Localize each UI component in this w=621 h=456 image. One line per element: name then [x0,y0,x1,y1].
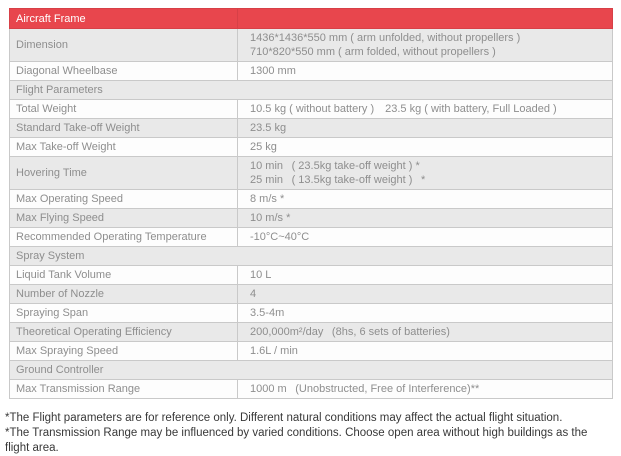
spec-value: 10 L [237,265,613,285]
spec-value: -10°C~40°C [237,227,613,247]
spec-label: Number of Nozzle [9,284,238,304]
spec-label: Standard Take-off Weight [9,118,238,138]
spec-value: 1000 m (Unobstructed, Free of Interferen… [237,379,613,399]
section-header: Ground Controller [9,360,613,380]
spec-row: Standard Take-off Weight 23.5 kg [9,118,613,138]
spec-label: Dimension [9,28,238,62]
section-header-row: Flight Parameters [9,80,613,100]
spec-value: 25 kg [237,137,613,157]
spec-value: 10 min ( 23.5kg take-off weight ) * 25 m… [237,156,613,190]
spec-row: Max Take-off Weight 25 kg [9,137,613,157]
spec-value: 23.5 kg [237,118,613,138]
footnote-flight-parameters: *The Flight parameters are for reference… [5,412,563,424]
spec-value: 3.5-4m [237,303,613,323]
spec-value: 1.6L / min [237,341,613,361]
spec-row: Max Spraying Speed 1.6L / min [9,341,613,361]
footnotes: *The Flight parameters are for reference… [5,411,612,456]
section-header-row: Spray System [9,246,613,266]
spec-value: 1300 mm [237,61,613,81]
spec-value: 10 m/s * [237,208,613,228]
spec-label: Max Operating Speed [9,189,238,209]
spec-value: 1436*1436*550 mm ( arm unfolded, without… [237,28,613,62]
spec-row: Recommended Operating Temperature -10°C~4… [9,227,613,247]
spec-row: Number of Nozzle 4 [9,284,613,304]
spec-row: Max Flying Speed 10 m/s * [9,208,613,228]
spec-label: Max Take-off Weight [9,137,238,157]
spec-label: Total Weight [9,99,238,119]
section-header: Spray System [9,246,613,266]
table-title-spacer [237,8,613,29]
spec-row: Theoretical Operating Efficiency 200,000m… [9,322,613,342]
footnote-transmission-range: *The Transmission Range may be influence… [5,427,588,454]
spec-row: Dimension 1436*1436*550 mm ( arm unfolded… [9,28,613,62]
spec-label: Recommended Operating Temperature [9,227,238,247]
spec-label: Spraying Span [9,303,238,323]
spec-label: Liquid Tank Volume [9,265,238,285]
section-header-row: Ground Controller [9,360,613,380]
spec-row: Total Weight 10.5 kg ( without battery ) … [9,99,613,119]
spec-value: 200,000m²/day (8hs, 6 sets of batteries) [237,322,613,342]
spec-label: Max Transmission Range [9,379,238,399]
table-title-row: Aircraft Frame [9,8,613,29]
spec-label: Max Spraying Speed [9,341,238,361]
spec-value: 8 m/s * [237,189,613,209]
spec-label: Max Flying Speed [9,208,238,228]
spec-row: Diagonal Wheelbase 1300 mm [9,61,613,81]
spec-row: Spraying Span 3.5-4m [9,303,613,323]
spec-row: Liquid Tank Volume 10 L [9,265,613,285]
spec-value: 4 [237,284,613,304]
spec-label: Diagonal Wheelbase [9,61,238,81]
spec-row: Max Operating Speed 8 m/s * [9,189,613,209]
section-header: Flight Parameters [9,80,613,100]
table-title: Aircraft Frame [9,8,238,29]
spec-label: Theoretical Operating Efficiency [9,322,238,342]
spec-row: Max Transmission Range 1000 m (Unobstruct… [9,379,613,399]
spec-label: Hovering Time [9,156,238,190]
spec-value: 10.5 kg ( without battery ) 23.5 kg ( wi… [237,99,613,119]
aircraft-spec-table: Aircraft Frame Dimension 1436*1436*550 mm … [9,8,613,399]
spec-row: Hovering Time 10 min ( 23.5kg take-off we… [9,156,613,190]
